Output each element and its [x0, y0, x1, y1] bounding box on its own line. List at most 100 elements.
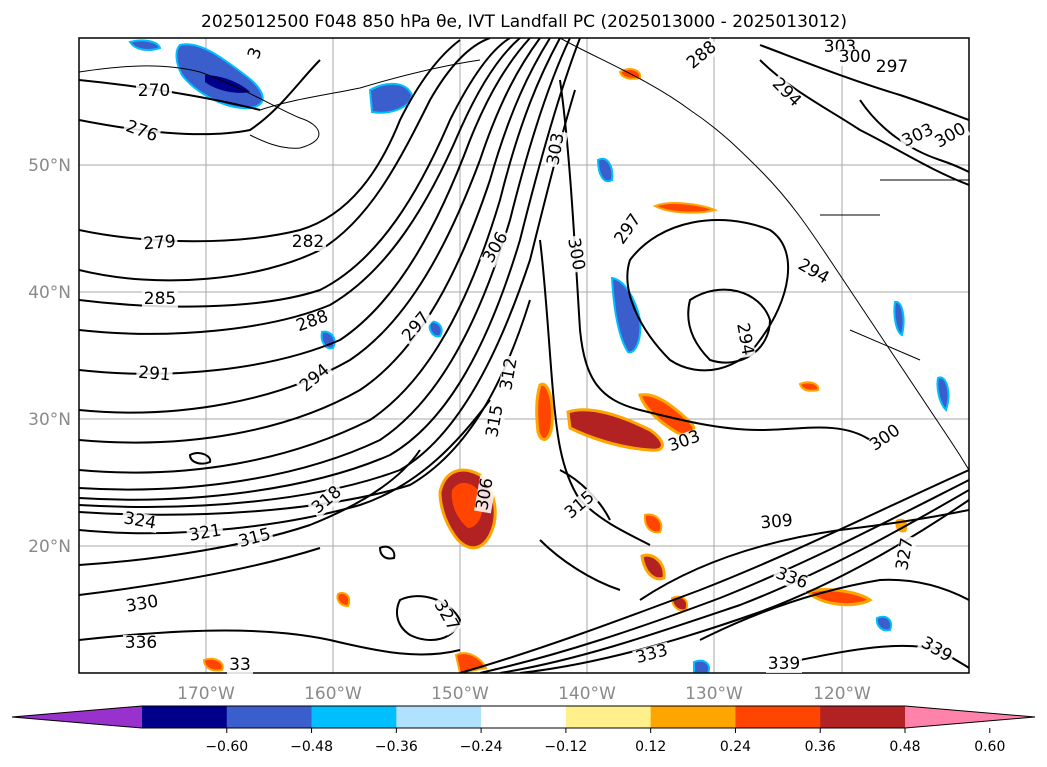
lon-label-160w: 160°W [304, 684, 362, 704]
contour-label: 297 [876, 57, 908, 77]
contour-label-bg [874, 59, 910, 76]
latitude-labels: 50°N 40°N 30°N 20°N [28, 156, 71, 557]
contour-label: 309 [760, 511, 794, 534]
border-state-2 [849, 329, 921, 361]
colorbar-swatch [311, 706, 397, 728]
contour-303 [79, 38, 571, 491]
lat-label-40: 40°N [28, 283, 71, 303]
contour-315 [79, 399, 491, 535]
colorbar-tick-label: −0.36 [375, 739, 418, 755]
contour-label: 282 [292, 232, 324, 252]
contour-label-bg [916, 633, 957, 667]
coast-alaska-peninsula [79, 65, 320, 149]
contour-label-bg [290, 234, 326, 251]
contour-label-bg [295, 360, 335, 397]
colorbar-tick-label: −0.60 [205, 739, 248, 755]
colorbar-swatch [481, 706, 567, 728]
colorbar-swatch [565, 706, 652, 728]
contour-label-bg [837, 49, 873, 66]
neg-anomaly-small-2 [428, 320, 443, 338]
contour-label-bg [235, 525, 275, 552]
contour-label-bg [563, 235, 587, 274]
contour-288 [79, 38, 521, 335]
contour-318 [79, 449, 421, 566]
contour-309-east [639, 509, 969, 601]
contour-330 [79, 629, 461, 656]
pos-anomaly-small-4 [336, 592, 351, 608]
colorbar-extend-max [905, 706, 1035, 728]
contour-297-ne [759, 44, 969, 121]
contour-321 [79, 547, 321, 596]
pos-anomaly-streak [535, 382, 554, 441]
colorbar-swatch [735, 706, 821, 728]
contour-label: 291 [137, 363, 171, 386]
contour-label: 285 [144, 289, 176, 309]
ivt-fill-negative [128, 39, 950, 673]
contour-303-ne [859, 99, 969, 173]
neg-anomaly-coast-2 [936, 376, 950, 412]
contour-294-inner [687, 288, 772, 364]
contour-label: 336 [125, 633, 157, 653]
contour-label-bg [227, 657, 253, 674]
contour-label-bg [766, 656, 802, 673]
pos-anomaly-north [652, 202, 719, 214]
pos-anomaly-south-1 [640, 553, 666, 581]
contour-label-bg [894, 535, 918, 574]
contour-label: 270 [138, 81, 170, 101]
contour-label-bg [767, 74, 805, 112]
pos-anomaly-south-2 [643, 513, 663, 534]
contour-label-bg [142, 291, 178, 308]
lon-label-120w: 120°W [813, 684, 871, 704]
colorbar: −0.60 −0.48 −0.36 −0.24 −0.12 0.12 0.24 0.36 0.4… [11, 705, 1036, 755]
contour-label-bg [560, 487, 600, 524]
plot-title: 2025012500 F048 850 hPa θe, IVT Landfall… [201, 12, 847, 32]
theta-e-contours [79, 38, 969, 673]
coastlines [79, 38, 969, 471]
contour-336-jet-b [499, 489, 969, 673]
contour-label-bg [898, 120, 939, 152]
contour-label-bg [474, 475, 498, 514]
longitude-labels: 170°W 160°W 150°W 140°W 130°W 120°W [177, 684, 871, 704]
colorbar-outline [11, 705, 1036, 729]
contour-312 [79, 299, 531, 516]
contour-285 [79, 38, 511, 308]
pos-anomaly-band [566, 408, 664, 452]
contour-label-bg [632, 641, 672, 668]
lon-label-130w: 130°W [685, 684, 743, 704]
lon-label-170w: 170°W [177, 684, 235, 704]
contour-small-loop-1 [188, 452, 212, 465]
neg-anomaly-south [875, 615, 892, 632]
lon-label-150w: 150°W [431, 684, 489, 704]
colorbar-extend-min [12, 706, 142, 728]
contour-336-jet-a [479, 479, 969, 673]
lat-label-30: 30°N [28, 410, 71, 430]
colorbar-tick-label: 0.36 [805, 739, 836, 755]
map-background [79, 38, 969, 673]
pos-anomaly-east [798, 381, 820, 392]
contour-small-loop-2 [378, 545, 396, 560]
contour-label-bg [429, 595, 463, 636]
contour-label: 33 [229, 655, 251, 675]
contour-306 [79, 38, 581, 501]
map-frame [78, 37, 970, 674]
colorbar-tick-label: −0.24 [460, 739, 503, 755]
contour-327-loop [396, 595, 462, 641]
contour-label: 300 [839, 47, 871, 67]
contour-label-bg [292, 307, 333, 336]
colorbar-swatch [650, 706, 736, 728]
neg-anomaly-small-1 [596, 157, 614, 183]
contour-label-bg [732, 320, 756, 359]
colorbar-swatch [142, 706, 228, 728]
contour-label-bg [771, 564, 812, 593]
contour-309 [79, 89, 576, 508]
contour-label-bg [757, 512, 796, 533]
colorbar-swatch [226, 706, 313, 728]
colorbar-tick-label: 0.60 [974, 739, 1005, 755]
contour-label-bg [123, 635, 159, 652]
pos-anomaly-plume-inner [451, 482, 484, 528]
contour-label: 339 [768, 654, 800, 674]
contour-336-east [699, 578, 969, 641]
coast-gulf-alaska [259, 59, 481, 111]
contour-label-bg [140, 233, 179, 254]
